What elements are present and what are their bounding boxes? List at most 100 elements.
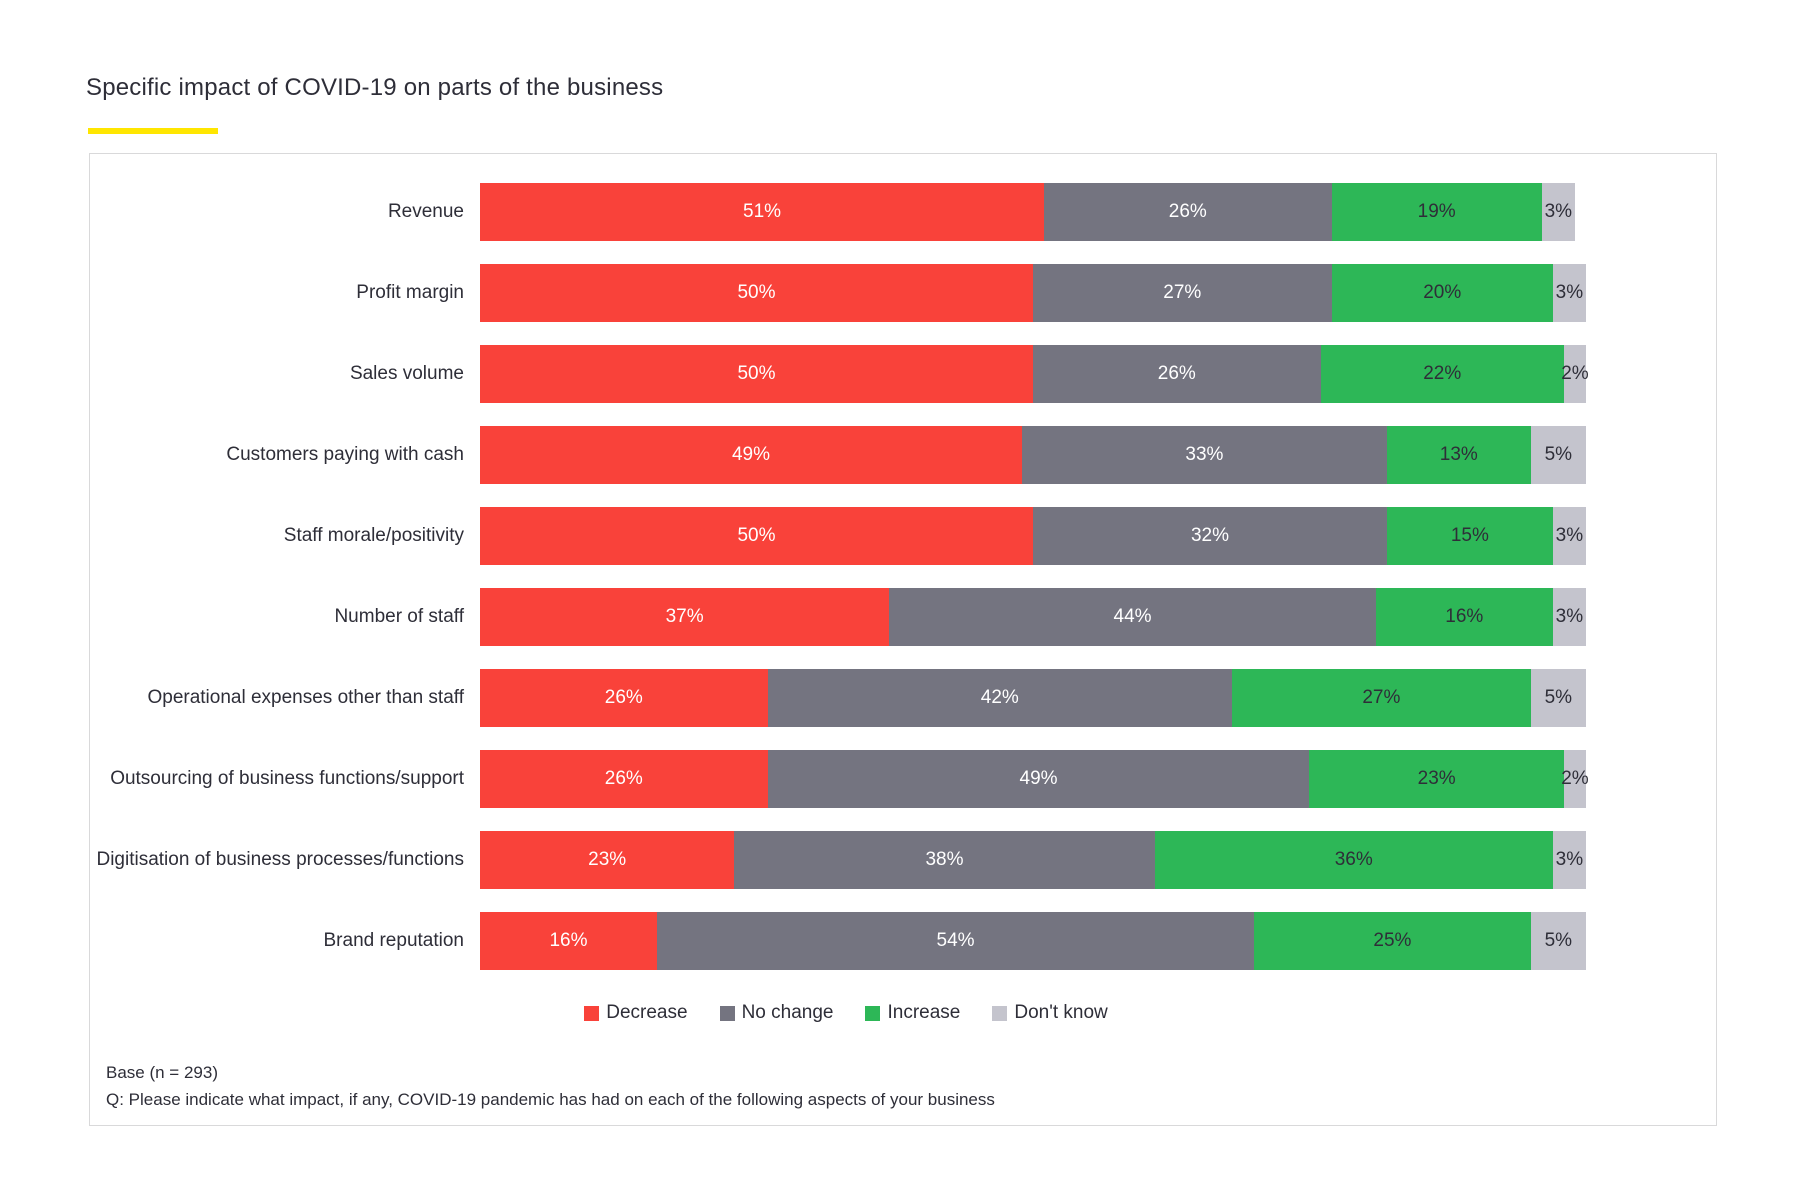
- bar-value-label: 26%: [604, 687, 643, 708]
- bar-track: 37% 44% 16% 3%: [480, 588, 1586, 646]
- bar-value-label: 54%: [936, 930, 975, 951]
- bar-value-label: 3%: [1555, 282, 1584, 303]
- bar-track: 50% 27% 20% 3%: [480, 264, 1586, 322]
- bar-segment-increase: 27%: [1232, 669, 1531, 727]
- bar-value-label: 42%: [980, 687, 1019, 708]
- category-label: Number of staff: [334, 606, 464, 627]
- category-label: Sales volume: [349, 363, 464, 384]
- bar-track: 50% 32% 15% 3%: [480, 507, 1586, 565]
- bar-segment-no-change: 26%: [1044, 183, 1332, 241]
- bar-value-label: 5%: [1544, 930, 1573, 951]
- chart-footnotes: Base (n = 293) Q: Please indicate what i…: [106, 1059, 995, 1113]
- bar-track: 51% 26% 19% 3%: [480, 183, 1586, 241]
- chart-legend: Decrease No change Increase Don't know: [90, 1002, 1602, 1024]
- bar-track: 49% 33% 13% 5%: [480, 426, 1586, 484]
- bar-segment-increase: 23%: [1309, 750, 1564, 808]
- bar-value-label: 51%: [743, 201, 782, 222]
- bar-track: 16% 54% 25% 5%: [480, 912, 1586, 970]
- bar-segment-increase: 22%: [1320, 345, 1564, 403]
- legend-item-don-t-know: Don't know: [992, 1002, 1108, 1024]
- title-underline: [88, 128, 218, 134]
- bar-segment-no-change: 27%: [1033, 264, 1332, 322]
- category-label: Profit margin: [356, 282, 464, 303]
- bar-value-label: 27%: [1362, 687, 1401, 708]
- bar-segment-decrease: 37%: [480, 588, 890, 646]
- bar-segment-don-t-know: 3%: [1552, 507, 1586, 565]
- bar-value-label: 50%: [737, 363, 776, 384]
- bar-value-label: 20%: [1423, 282, 1462, 303]
- bar-value-label: 26%: [1157, 363, 1196, 384]
- bar-segment-no-change: 38%: [734, 831, 1155, 889]
- bar-value-label: 5%: [1544, 687, 1573, 708]
- legend-item-no-change: No change: [719, 1002, 833, 1024]
- bar-value-label: 49%: [731, 444, 770, 465]
- bar-segment-don-t-know: 2%: [1561, 750, 1589, 808]
- bar-value-label: 2%: [1561, 363, 1589, 384]
- base-note: Base (n = 293): [106, 1063, 218, 1082]
- bar-value-label: 27%: [1163, 282, 1202, 303]
- bar-value-label: 3%: [1544, 201, 1573, 222]
- bar-value-label: 16%: [549, 930, 588, 951]
- question-note: Q: Please indicate what impact, if any, …: [106, 1090, 995, 1109]
- legend-swatch-decrease: [584, 1005, 600, 1021]
- bar-segment-decrease: 49%: [480, 426, 1022, 484]
- category-label: Outsourcing of business functions/suppor…: [110, 768, 464, 789]
- bar-value-label: 25%: [1373, 930, 1412, 951]
- bar-value-label: 32%: [1190, 525, 1229, 546]
- bar-value-label: 23%: [1417, 768, 1456, 789]
- bar-segment-increase: 16%: [1375, 588, 1553, 646]
- bar-segment-don-t-know: 2%: [1561, 345, 1589, 403]
- legend-label: Increase: [887, 1002, 961, 1023]
- bar-segment-decrease: 50%: [480, 345, 1033, 403]
- bar-value-label: 19%: [1417, 201, 1456, 222]
- bar-value-label: 3%: [1555, 525, 1584, 546]
- bar-segment-don-t-know: 3%: [1541, 183, 1575, 241]
- bar-value-label: 44%: [1113, 606, 1152, 627]
- bar-segment-increase: 15%: [1386, 507, 1553, 565]
- bar-value-label: 49%: [1019, 768, 1058, 789]
- chart-row: Brand reputation 16% 54% 25% 5%: [90, 912, 1716, 970]
- legend-swatch-don-t-know: [992, 1005, 1008, 1021]
- bar-value-label: 16%: [1445, 606, 1484, 627]
- bar-segment-decrease: 50%: [480, 507, 1033, 565]
- bar-value-label: 3%: [1555, 849, 1584, 870]
- category-label: Revenue: [387, 201, 464, 222]
- bar-segment-decrease: 16%: [480, 912, 657, 970]
- legend-label: Don't know: [1014, 1002, 1108, 1023]
- bar-segment-don-t-know: 3%: [1552, 831, 1586, 889]
- bar-segment-increase: 20%: [1331, 264, 1553, 322]
- bar-value-label: 36%: [1334, 849, 1373, 870]
- bar-segment-decrease: 50%: [480, 264, 1033, 322]
- bar-segment-don-t-know: 3%: [1552, 264, 1586, 322]
- bar-segment-no-change: 26%: [1033, 345, 1321, 403]
- chart-row: Number of staff 37% 44% 16% 3%: [90, 588, 1716, 646]
- bar-value-label: 2%: [1561, 768, 1589, 789]
- bar-track: 23% 38% 36% 3%: [480, 831, 1586, 889]
- bar-segment-no-change: 42%: [767, 669, 1233, 727]
- bar-segment-increase: 25%: [1254, 912, 1531, 970]
- bar-segment-increase: 19%: [1331, 183, 1542, 241]
- chart-card: Revenue 51% 26% 19% 3% Profit margin 50% 27% 20%…: [89, 153, 1717, 1126]
- bar-segment-no-change: 33%: [1021, 426, 1387, 484]
- category-label: Brand reputation: [323, 930, 465, 951]
- bar-segment-don-t-know: 5%: [1530, 426, 1586, 484]
- bar-segment-no-change: 44%: [889, 588, 1376, 646]
- bar-value-label: 13%: [1439, 444, 1478, 465]
- category-label: Staff morale/positivity: [283, 525, 464, 546]
- chart-row: Operational expenses other than staff 26%…: [90, 669, 1716, 727]
- bar-value-label: 26%: [1168, 201, 1207, 222]
- legend-label: Decrease: [606, 1002, 688, 1023]
- bar-value-label: 5%: [1544, 444, 1573, 465]
- bar-segment-don-t-know: 3%: [1552, 588, 1586, 646]
- bar-track: 26% 42% 27% 5%: [480, 669, 1586, 727]
- bar-segment-decrease: 23%: [480, 831, 735, 889]
- chart-rows: Revenue 51% 26% 19% 3% Profit margin 50% 27% 20%…: [90, 183, 1716, 993]
- chart-row: Profit margin 50% 27% 20% 3%: [90, 264, 1716, 322]
- bar-segment-decrease: 26%: [480, 750, 768, 808]
- bar-value-label: 50%: [737, 525, 776, 546]
- bar-value-label: 33%: [1185, 444, 1224, 465]
- chart-row: Digitisation of business processes/funct…: [90, 831, 1716, 889]
- bar-segment-no-change: 49%: [767, 750, 1310, 808]
- chart-row: Staff morale/positivity 50% 32% 15% 3%: [90, 507, 1716, 565]
